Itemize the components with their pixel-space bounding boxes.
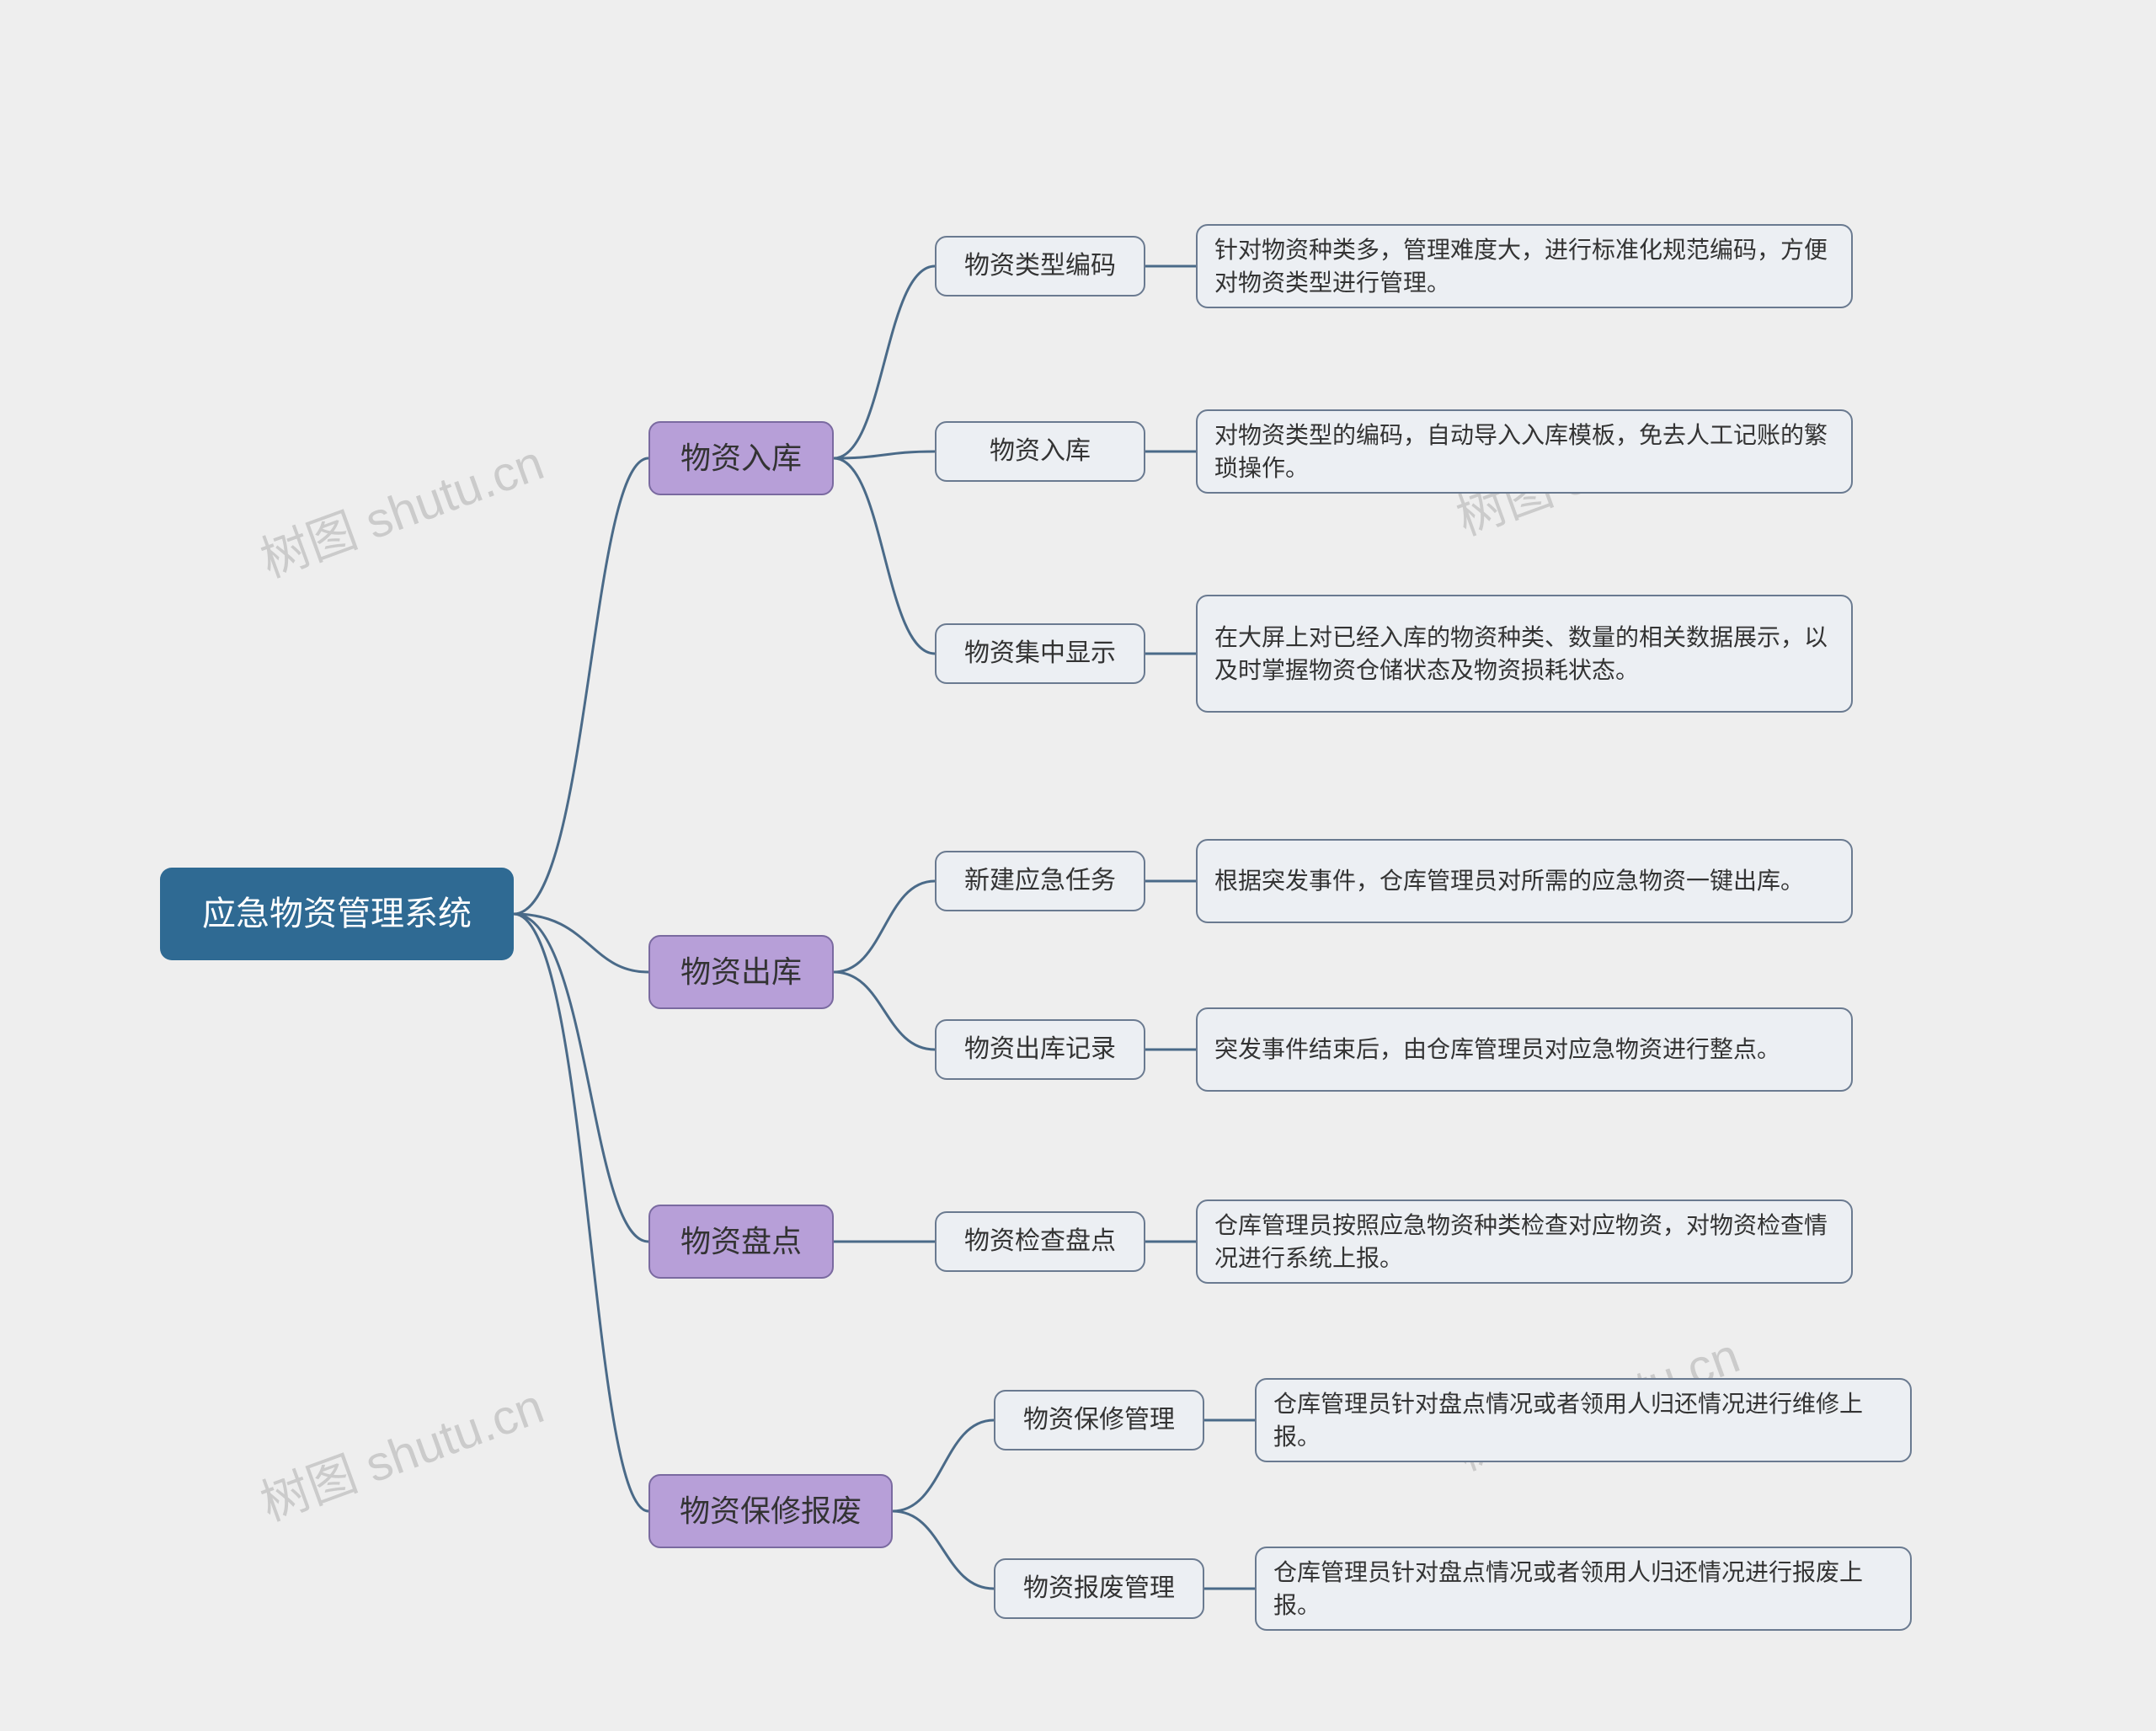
desc-node[interactable]: 对物资类型的编码，自动导入入库模板，免去人工记账的繁琐操作。 [1196,409,1853,494]
child-label: 物资检查盘点 [964,1224,1116,1259]
child-label: 物资类型编码 [964,248,1116,284]
root-label: 应急物资管理系统 [202,890,472,938]
child-label: 物资入库 [990,434,1091,469]
child-label: 物资出库记录 [964,1032,1116,1067]
child-label: 物资集中显示 [964,636,1116,671]
child-label: 物资报废管理 [1023,1571,1175,1606]
desc-text: 对物资类型的编码，自动导入入库模板，免去人工记账的繁琐操作。 [1214,419,1834,484]
desc-text: 仓库管理员按照应急物资种类检查对应物资，对物资检查情况进行系统上报。 [1214,1209,1834,1274]
desc-node[interactable]: 仓库管理员针对盘点情况或者领用人归还情况进行维修上报。 [1255,1378,1912,1462]
desc-text: 在大屏上对已经入库的物资种类、数量的相关数据展示，以及时掌握物资仓储状态及物资损… [1214,621,1834,687]
desc-node[interactable]: 在大屏上对已经入库的物资种类、数量的相关数据展示，以及时掌握物资仓储状态及物资损… [1196,595,1853,713]
child-node[interactable]: 物资报废管理 [994,1558,1204,1619]
branch-label: 物资入库 [680,437,802,479]
desc-node[interactable]: 针对物资种类多，管理难度大，进行标准化规范编码，方便对物资类型进行管理。 [1196,224,1853,308]
desc-node[interactable]: 根据突发事件，仓库管理员对所需的应急物资一键出库。 [1196,839,1853,923]
branch-node[interactable]: 物资入库 [648,421,834,495]
watermark: 树图 shutu.cn [249,1366,552,1534]
child-node[interactable]: 物资集中显示 [935,623,1145,684]
child-node[interactable]: 物资保修管理 [994,1390,1204,1451]
branch-label: 物资保修报废 [680,1490,862,1532]
child-node[interactable]: 物资出库记录 [935,1019,1145,1080]
branch-node[interactable]: 物资保修报废 [648,1474,893,1548]
branch-node[interactable]: 物资盘点 [648,1205,834,1279]
branch-label: 物资盘点 [680,1221,802,1263]
desc-text: 仓库管理员针对盘点情况或者领用人归还情况进行维修上报。 [1273,1387,1893,1453]
child-label: 新建应急任务 [964,863,1116,899]
branch-node[interactable]: 物资出库 [648,935,834,1009]
child-node[interactable]: 物资类型编码 [935,236,1145,297]
desc-node[interactable]: 突发事件结束后，由仓库管理员对应急物资进行整点。 [1196,1007,1853,1092]
child-node[interactable]: 物资入库 [935,421,1145,482]
root-node[interactable]: 应急物资管理系统 [160,868,514,960]
desc-node[interactable]: 仓库管理员针对盘点情况或者领用人归还情况进行报废上报。 [1255,1547,1912,1631]
desc-text: 针对物资种类多，管理难度大，进行标准化规范编码，方便对物资类型进行管理。 [1214,233,1834,299]
watermark: 树图 shutu.cn [249,423,552,590]
child-node[interactable]: 新建应急任务 [935,851,1145,911]
desc-text: 根据突发事件，仓库管理员对所需的应急物资一键出库。 [1214,864,1804,897]
child-node[interactable]: 物资检查盘点 [935,1211,1145,1272]
mindmap-canvas: 树图 shutu.cn 树图 shutu.cn 树图 shutu.cn 树图 s… [0,0,2156,1731]
desc-text: 仓库管理员针对盘点情况或者领用人归还情况进行报废上报。 [1273,1556,1893,1621]
branch-label: 物资出库 [680,951,802,993]
desc-node[interactable]: 仓库管理员按照应急物资种类检查对应物资，对物资检查情况进行系统上报。 [1196,1199,1853,1284]
child-label: 物资保修管理 [1023,1402,1175,1438]
desc-text: 突发事件结束后，由仓库管理员对应急物资进行整点。 [1214,1033,1780,1066]
